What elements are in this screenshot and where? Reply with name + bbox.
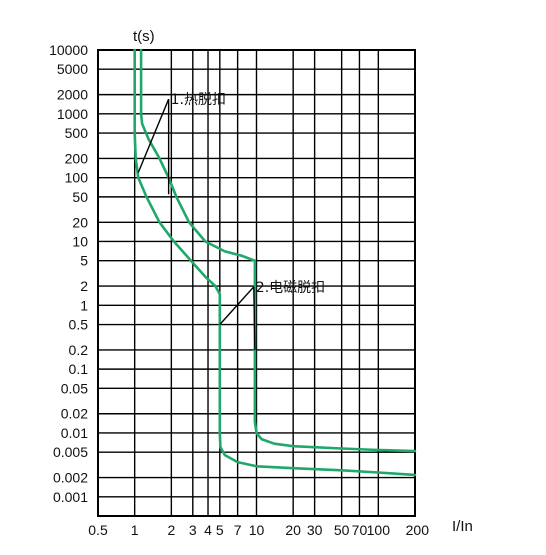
x-tick-label: 20	[285, 522, 301, 538]
annotation-label: 1.热脱扣	[171, 92, 226, 108]
annotation-leader-line	[253, 286, 256, 350]
curves-layer	[133, 48, 417, 477]
x-tick-label: 1	[131, 522, 139, 538]
x-tick-label: 200	[406, 522, 430, 538]
y-tick-label: 5000	[57, 61, 88, 77]
x-tick-label: 2	[167, 522, 175, 538]
x-axis-title: I/In	[452, 518, 473, 535]
y-tick-label: 50	[72, 189, 88, 205]
y-tick-label: 10000	[49, 42, 88, 58]
y-tick-label: 0.02	[61, 406, 88, 422]
y-tick-label: 5	[80, 253, 88, 269]
y-tick-label: 0.05	[61, 380, 88, 396]
y-tick-label: 0.01	[61, 425, 88, 441]
y-tick-label: 0.002	[53, 470, 88, 486]
x-tick-label: 4	[204, 522, 212, 538]
x-tick-label: 0.5	[88, 522, 108, 538]
trip-curve-2	[139, 48, 417, 453]
x-tick-label: 5	[216, 522, 224, 538]
y-tick-label: 500	[65, 125, 89, 141]
y-tick-label: 1	[80, 297, 88, 313]
y-tick-label: 10	[72, 233, 88, 249]
y-tick-label: 0.005	[53, 444, 88, 460]
x-tick-label: 3	[189, 522, 197, 538]
annotation-leader-line	[137, 98, 170, 173]
y-axis-title: t(s)	[133, 28, 155, 45]
x-tick-label: 7	[234, 522, 242, 538]
y-tick-label: 0.1	[69, 361, 89, 377]
x-tick-label: 100	[367, 522, 391, 538]
y-tick-label: 200	[65, 150, 89, 166]
trip-curve-1	[133, 48, 417, 477]
y-tick-label: 2000	[57, 87, 88, 103]
y-tick-label: 100	[65, 170, 89, 186]
annotation-leader-line	[219, 286, 255, 325]
y-tick-label: 0.001	[53, 489, 88, 505]
x-tick-label: 30	[307, 522, 323, 538]
annotations-layer: 1.热脱扣 2.电磁脱扣	[137, 92, 325, 350]
x-tick-label: 70	[352, 522, 368, 538]
annotation-label: 2.电磁脱扣	[256, 280, 325, 296]
x-tick-label: 10	[249, 522, 265, 538]
x-tick-label: 50	[334, 522, 350, 538]
y-tick-label: 20	[72, 214, 88, 230]
tick-labels-layer: 10000 5000 2000 1000 500 200 100 50 20 10 5 2 1 0.5 0.…	[49, 42, 429, 538]
y-tick-label: 1000	[57, 106, 88, 122]
y-tick-label: 0.2	[69, 342, 89, 358]
y-tick-label: 0.5	[69, 317, 89, 333]
y-tick-label: 2	[80, 278, 88, 294]
